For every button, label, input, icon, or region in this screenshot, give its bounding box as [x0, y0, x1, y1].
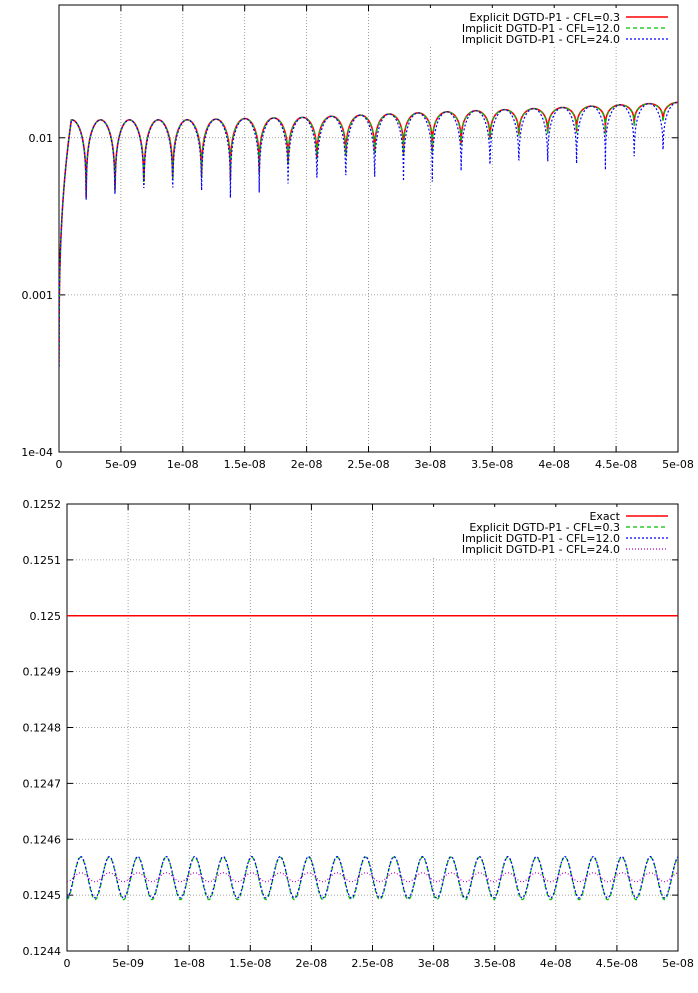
- axes: 0 5e-09 1e-08 1.5e-08 2e-08 2.5e-08 3e-08 3.5e-…: [21, 4, 694, 471]
- y-tick-label: 0.1247: [23, 777, 62, 790]
- chart-bottom: 0 5e-09 1e-08 1.5e-08 2e-08 2.5e-08 3e-08 3.5e-…: [23, 498, 694, 970]
- legend-label: Implicit DGTD-P1 - CFL=24.0: [462, 543, 620, 556]
- x-tick-label: 0: [64, 957, 71, 970]
- legend-label: Implicit DGTD-P1 - CFL=12.0: [462, 22, 620, 35]
- x-tick-label: 2e-08: [296, 957, 328, 970]
- series-group: [59, 101, 678, 367]
- y-tick-label: 0.1248: [23, 722, 62, 735]
- x-tick-label: 2.5e-08: [351, 957, 393, 970]
- x-tick-label: 5e-09: [105, 458, 137, 471]
- x-tick-label: 1e-08: [167, 458, 199, 471]
- y-tick-label: 0.01: [29, 132, 54, 145]
- x-tick-label: 3.5e-08: [471, 458, 513, 471]
- legend-label: Implicit DGTD-P1 - CFL=12.0: [462, 532, 620, 545]
- legend-label: Implicit DGTD-P1 - CFL=24.0: [462, 33, 620, 46]
- x-tick-label: 5e-08: [662, 458, 694, 471]
- x-tick-label: 4.5e-08: [595, 458, 637, 471]
- y-tick-label: 0.1244: [23, 945, 62, 958]
- y-tick-label: 0.1251: [23, 554, 62, 567]
- chart-top: 0 5e-09 1e-08 1.5e-08 2e-08 2.5e-08 3e-08 3.5e-…: [21, 4, 694, 471]
- legend-label: Exact: [589, 510, 620, 523]
- y-tick-label: 1e-04: [21, 446, 53, 459]
- legend-label: Explicit DGTD-P1 - CFL=0.3: [469, 521, 620, 534]
- legend-label: Explicit DGTD-P1 - CFL=0.3: [469, 11, 620, 24]
- x-tick-label: 1.5e-08: [224, 458, 266, 471]
- y-tick-label: 0.001: [22, 289, 54, 302]
- x-tick-label: 1e-08: [173, 957, 205, 970]
- x-tick-label: 4e-08: [538, 458, 570, 471]
- x-tick-label: 4.5e-08: [596, 957, 638, 970]
- x-tick-label: 5e-09: [112, 957, 144, 970]
- x-tick-label: 3e-08: [418, 957, 450, 970]
- x-tick-label: 5e-08: [662, 957, 694, 970]
- plot-frame: [66, 503, 679, 952]
- series-line-4: [67, 872, 678, 883]
- x-tick-label: 2e-08: [291, 458, 323, 471]
- plot-frame: [58, 4, 679, 453]
- y-tick-label: 0.1249: [23, 666, 62, 679]
- series-line-3: [59, 101, 678, 367]
- series-group: [67, 614, 678, 901]
- series-line-3: [67, 855, 678, 899]
- x-tick-label: 3.5e-08: [474, 957, 516, 970]
- x-tick-label: 1.5e-08: [229, 957, 271, 970]
- y-tick-label: 0.1246: [23, 833, 62, 846]
- x-tick-label: 0: [56, 458, 63, 471]
- x-tick-label: 4e-08: [540, 957, 572, 970]
- y-tick-label: 0.1252: [23, 498, 62, 511]
- y-tick-label: 0.125: [30, 610, 62, 623]
- x-tick-label: 3e-08: [415, 458, 447, 471]
- x-tick-label: 2.5e-08: [347, 458, 389, 471]
- y-tick-label: 0.1245: [23, 889, 62, 902]
- legend-background: [416, 8, 674, 47]
